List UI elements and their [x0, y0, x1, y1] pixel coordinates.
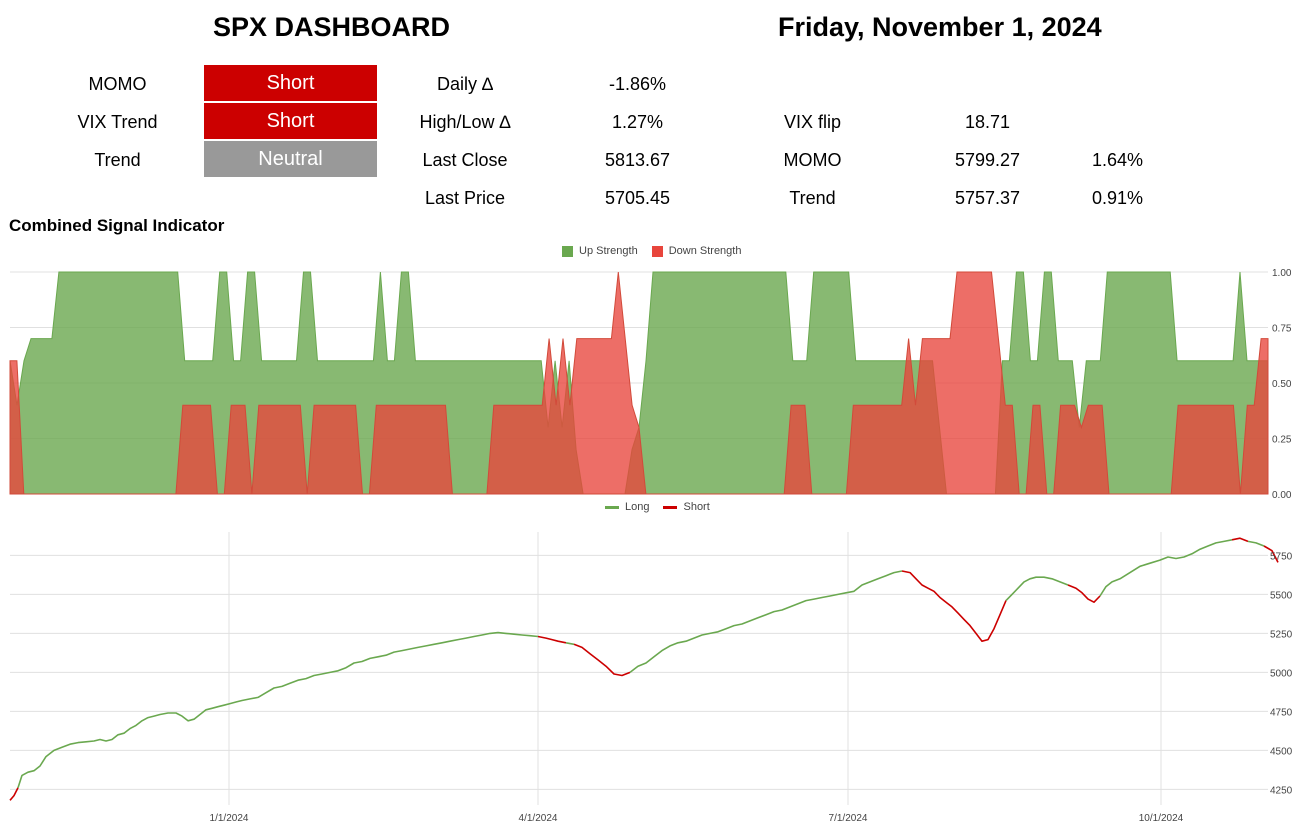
short-series-line — [9, 787, 19, 801]
vix-flip-value: 18.71 — [964, 112, 1011, 132]
trend-level-value: 5757.37 — [954, 188, 1021, 208]
vix-flip-label: VIX flip — [783, 112, 842, 132]
legend-label-up: Up Strength — [579, 245, 638, 257]
legend-label-long: Long — [625, 501, 650, 513]
legend-label-short: Short — [683, 501, 710, 513]
legend-label-down: Down Strength — [668, 245, 742, 257]
strength-y-tick: 1.00 — [1272, 268, 1292, 279]
signal-label-momo: MOMO — [88, 74, 147, 94]
price-x-tick: 1/1/2024 — [210, 813, 249, 824]
price-legend: Long Short — [605, 501, 710, 513]
strength-y-tick: 0.00 — [1272, 490, 1292, 501]
short-series-line — [573, 643, 631, 677]
long-series-line — [565, 642, 575, 646]
price-y-tick: 4750 — [1270, 707, 1293, 718]
long-series-line — [629, 570, 903, 674]
short-series-line — [1067, 584, 1101, 603]
momo-level-value: 5799.27 — [954, 150, 1021, 170]
last-price-label: Last Price — [424, 188, 506, 208]
section-title: Combined Signal Indicator — [9, 216, 225, 235]
trend-level-pct: 0.91% — [1091, 188, 1144, 208]
signal-label-trend: Trend — [94, 150, 141, 170]
signal-badge-trend: Neutral — [204, 141, 377, 177]
price-x-tick: 10/1/2024 — [1139, 813, 1184, 824]
signal-badge-vix-trend: Short — [204, 103, 377, 139]
price-y-tick: 5000 — [1270, 668, 1293, 679]
long-series-line — [1005, 576, 1069, 602]
price-y-tick: 5750 — [1270, 551, 1293, 562]
long-series-line — [1099, 539, 1233, 597]
legend-swatch-up — [562, 245, 573, 257]
daily-delta-value: -1.86% — [608, 74, 667, 94]
momo-level-pct: 1.64% — [1091, 150, 1144, 170]
short-series-line — [1231, 537, 1249, 543]
price-x-tick: 4/1/2024 — [519, 813, 558, 824]
strength-chart: 1.00 0.75 0.50 0.25 0.00 — [9, 268, 1292, 501]
trend-level-label: Trend — [789, 188, 836, 208]
momo-level-label: MOMO — [783, 150, 842, 170]
signal-badge-momo: Short — [204, 65, 377, 101]
strength-legend: Up Strength Down Strength — [562, 245, 741, 257]
high-low-delta-label: High/Low ∆ — [419, 112, 511, 132]
short-series-line — [901, 570, 1007, 642]
last-close-value: 5813.67 — [604, 150, 671, 170]
signal-label-vix-trend: VIX Trend — [77, 112, 158, 132]
short-series-line — [537, 635, 567, 644]
last-price-value: 5705.45 — [604, 188, 671, 208]
price-y-tick: 5250 — [1270, 629, 1293, 640]
page-date: Friday, November 1, 2024 — [778, 12, 1102, 42]
legend-swatch-down — [651, 245, 663, 257]
legend-swatch-long — [605, 505, 619, 509]
high-low-delta-value: 1.27% — [611, 112, 664, 132]
last-close-label: Last Close — [422, 150, 508, 170]
strength-y-tick: 0.25 — [1272, 435, 1292, 446]
price-y-tick: 4500 — [1270, 746, 1293, 757]
short-series-line — [1263, 545, 1279, 563]
price-chart: 5750 5500 5250 5000 4750 4500 4250 1/1/2024 4/1/… — [9, 532, 1293, 824]
long-series-line — [17, 631, 539, 789]
price-y-tick: 5500 — [1270, 590, 1293, 601]
strength-y-tick: 0.75 — [1272, 324, 1292, 335]
strength-y-tick: 0.50 — [1272, 379, 1292, 390]
legend-swatch-short — [663, 505, 678, 509]
long-series-line — [1247, 540, 1265, 547]
price-x-tick: 7/1/2024 — [829, 813, 868, 824]
page-title: SPX DASHBOARD — [213, 12, 451, 42]
down-strength-area — [9, 271, 1269, 495]
price-y-tick: 4250 — [1270, 785, 1293, 796]
daily-delta-label: Daily ∆ — [436, 74, 494, 94]
